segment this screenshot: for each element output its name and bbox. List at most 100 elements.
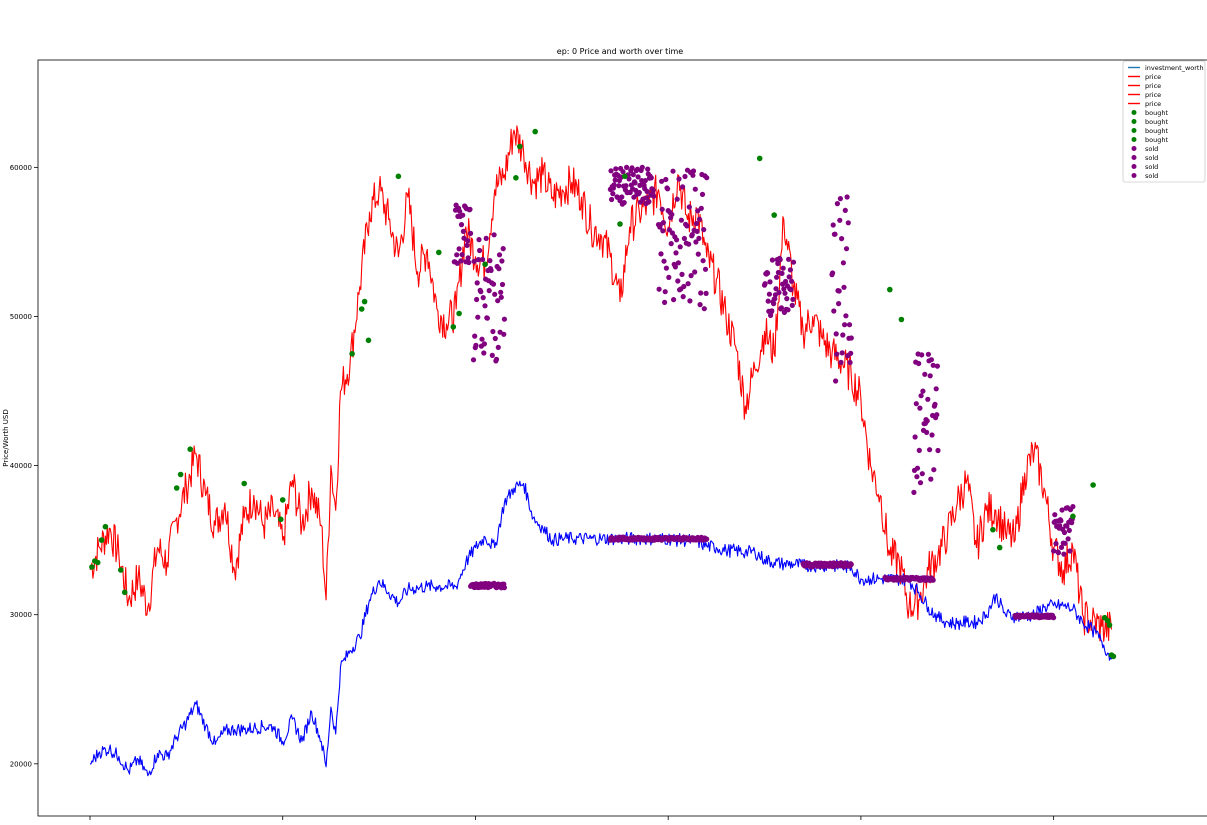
sold-marker bbox=[682, 173, 688, 180]
sold-marker bbox=[769, 308, 775, 314]
sold-marker bbox=[830, 270, 836, 276]
sold-marker bbox=[490, 281, 497, 287]
sold-marker bbox=[474, 280, 480, 286]
sold-marker bbox=[788, 287, 794, 293]
sold-marker bbox=[692, 186, 698, 192]
sold-marker bbox=[693, 220, 700, 227]
sold-marker bbox=[632, 180, 638, 186]
sold-marker bbox=[467, 206, 473, 212]
sold-marker bbox=[911, 489, 917, 495]
bought-marker bbox=[1110, 653, 1117, 660]
sold-marker bbox=[501, 585, 507, 591]
sold-marker bbox=[841, 284, 847, 290]
legend-dot-swatch bbox=[1131, 128, 1137, 133]
sold-marker bbox=[495, 298, 501, 304]
sold-marker bbox=[660, 220, 667, 226]
sold-marker bbox=[489, 352, 495, 358]
sold-marker bbox=[839, 236, 845, 242]
bought-marker bbox=[121, 589, 128, 596]
sold-marker bbox=[1057, 523, 1063, 529]
sold-marker bbox=[626, 176, 632, 182]
sold-marker bbox=[486, 288, 492, 294]
sold-marker bbox=[493, 356, 500, 362]
sold-marker bbox=[495, 344, 501, 350]
bought-marker bbox=[349, 351, 355, 357]
sold-marker bbox=[690, 168, 697, 174]
sold-marker bbox=[616, 183, 622, 189]
bought-marker bbox=[358, 306, 365, 312]
sold-marker bbox=[771, 301, 777, 307]
legend-label: sold bbox=[1145, 154, 1158, 162]
sold-marker bbox=[689, 232, 695, 238]
legend-label: bought bbox=[1145, 118, 1168, 126]
sold-marker bbox=[685, 281, 691, 287]
sold-marker bbox=[830, 222, 836, 228]
sold-marker bbox=[624, 164, 630, 170]
bought-marker bbox=[361, 298, 368, 305]
bought-marker bbox=[450, 324, 457, 330]
sold-marker bbox=[480, 295, 486, 301]
sold-marker bbox=[472, 333, 478, 339]
sold-marker bbox=[762, 281, 768, 287]
sold-marker bbox=[790, 296, 796, 302]
bought-marker bbox=[532, 128, 538, 135]
sold-marker bbox=[838, 359, 844, 365]
sold-marker bbox=[620, 169, 626, 175]
sold-marker bbox=[475, 257, 481, 263]
legend-dot-swatch bbox=[1131, 146, 1137, 151]
sold-marker bbox=[1055, 550, 1062, 556]
sold-marker bbox=[928, 476, 934, 482]
sold-marker bbox=[496, 266, 502, 272]
legend-dot-swatch bbox=[1131, 137, 1137, 142]
sold-marker bbox=[460, 212, 466, 218]
sold-marker bbox=[676, 176, 682, 182]
sold-marker bbox=[499, 258, 505, 264]
legend-dot-swatch bbox=[1131, 155, 1137, 160]
legend: investment_worthpricepricepricepriceboug… bbox=[1122, 60, 1206, 183]
sold-marker bbox=[678, 217, 685, 223]
bought-marker bbox=[436, 249, 442, 256]
sold-marker bbox=[458, 258, 464, 264]
sold-marker bbox=[674, 237, 680, 243]
sold-marker bbox=[701, 306, 707, 312]
sold-marker bbox=[477, 247, 483, 254]
sold-marker bbox=[501, 331, 507, 337]
legend-dot-swatch bbox=[1131, 164, 1137, 169]
sold-marker bbox=[658, 251, 664, 257]
bought-marker bbox=[395, 173, 402, 180]
sold-marker bbox=[924, 429, 930, 435]
sold-marker bbox=[924, 418, 930, 424]
sold-marker bbox=[696, 235, 702, 241]
sold-marker bbox=[468, 230, 474, 236]
sold-marker bbox=[456, 246, 462, 252]
sold-marker bbox=[475, 314, 481, 320]
bought-marker bbox=[756, 155, 763, 162]
legend-label: sold bbox=[1145, 145, 1158, 153]
sold-marker bbox=[786, 274, 792, 280]
sold-marker bbox=[704, 536, 710, 542]
sold-marker bbox=[478, 289, 484, 295]
sold-marker bbox=[656, 286, 662, 292]
bought-marker bbox=[102, 523, 109, 530]
bought-marker bbox=[898, 316, 905, 323]
sold-marker bbox=[702, 266, 709, 272]
sold-marker bbox=[785, 307, 791, 313]
sold-marker bbox=[929, 432, 935, 438]
sold-marker bbox=[476, 237, 482, 243]
sold-marker bbox=[662, 289, 668, 295]
sold-marker bbox=[675, 260, 682, 266]
sold-marker bbox=[846, 322, 853, 328]
sold-marker bbox=[659, 178, 665, 184]
sold-marker bbox=[460, 228, 466, 234]
sold-marker bbox=[465, 238, 471, 244]
sold-marker bbox=[686, 241, 692, 247]
sold-marker bbox=[479, 336, 485, 342]
sold-marker bbox=[636, 189, 642, 196]
sold-marker bbox=[660, 228, 666, 234]
bought-marker bbox=[177, 471, 184, 478]
sold-marker bbox=[932, 401, 938, 407]
sold-marker bbox=[930, 362, 936, 368]
sold-marker bbox=[789, 302, 795, 308]
sold-marker bbox=[776, 289, 782, 296]
sold-marker bbox=[790, 259, 797, 265]
